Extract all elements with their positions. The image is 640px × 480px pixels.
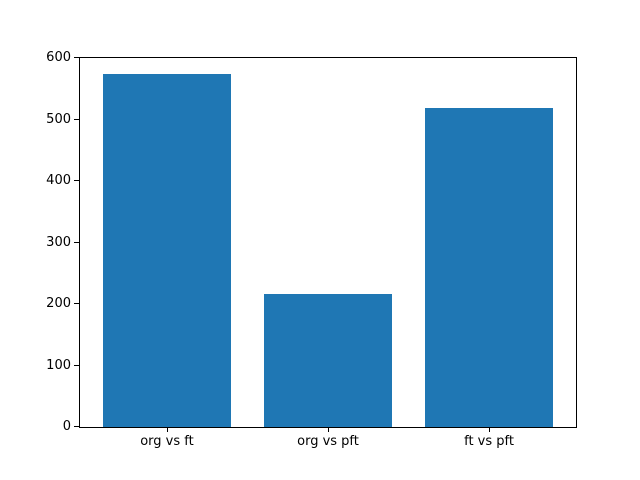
bar-org-vs-pft (263, 294, 393, 427)
y-axis-tick-label: 400 (46, 173, 71, 188)
y-axis-tick-label: 0 (62, 419, 71, 434)
y-axis-tick-label: 200 (46, 296, 71, 311)
y-axis-tick-label: 100 (46, 357, 71, 373)
x-axis-tick-mark (166, 427, 168, 432)
y-axis-tick-mark (74, 364, 79, 366)
x-axis-tick-label: org vs ft (140, 434, 194, 449)
y-axis-tick-mark (74, 57, 79, 58)
x-axis-tick-label: org vs pft (297, 434, 359, 449)
y-axis-tick-label: 300 (46, 234, 71, 250)
y-axis-tick-label: 500 (46, 111, 71, 127)
x-axis-tick-mark (489, 427, 491, 432)
y-axis-tick-mark (74, 118, 79, 120)
x-axis-tick-label: ft vs pft (464, 434, 514, 449)
y-axis-tick-mark (74, 241, 79, 243)
plot-area (79, 57, 577, 428)
bar-org-vs-ft (102, 74, 232, 427)
y-axis-tick-mark (74, 426, 79, 427)
x-axis-tick-mark (328, 427, 329, 432)
y-axis-tick-mark (74, 180, 79, 181)
y-axis-tick-label: 600 (46, 50, 71, 65)
bar-ft-vs-pft (424, 108, 554, 427)
y-axis-tick-mark (74, 303, 79, 304)
